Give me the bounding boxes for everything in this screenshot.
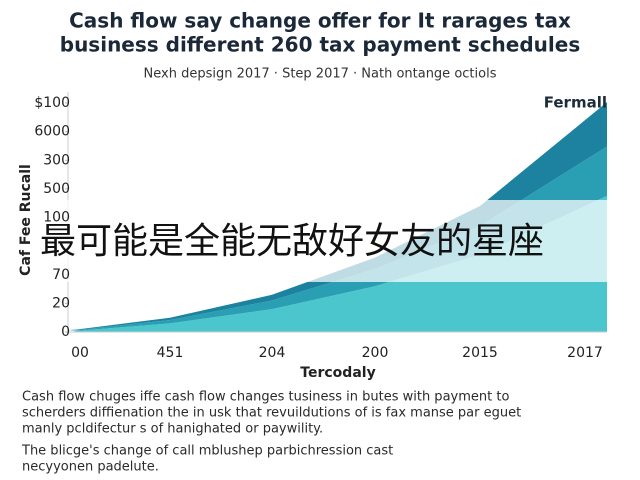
caption-line: manly pcldifectur s of hanighated or pay… xyxy=(22,422,323,437)
y-tick-label: 0 xyxy=(61,324,70,340)
x-tick-label: 2017 xyxy=(567,345,603,361)
caption-line: The blicge's change of call mblushep par… xyxy=(21,444,393,459)
y-tick-label: 300 xyxy=(43,152,70,168)
x-axis-label: Tercodaly xyxy=(300,365,375,381)
y-axis-label: Caf Fee Rucall xyxy=(18,164,34,276)
x-tick-label: 451 xyxy=(157,345,184,361)
chart-subtitle: Nexh depsign 2017 · Step 2017 · Nath ont… xyxy=(144,67,497,82)
overlay-band xyxy=(40,200,607,282)
chart-title: Cash flow say change offer for It rarage… xyxy=(69,9,571,33)
y-tick-label: 100 xyxy=(43,210,70,226)
y-tick-label: 70 xyxy=(52,267,70,283)
x-tick-label: 200 xyxy=(362,345,389,361)
overlay-text: 最可能是全能无敌好女友的星座 xyxy=(40,221,544,262)
y-tick-label: $100 xyxy=(34,95,70,111)
annotation: Fermall xyxy=(544,94,607,112)
area xyxy=(68,195,607,332)
caption-line: scherders diffienation the in usk that r… xyxy=(22,406,521,421)
x-tick-label: 204 xyxy=(259,345,286,361)
y-tick-label: 500 xyxy=(43,181,70,197)
y-tick-label: 6000 xyxy=(34,124,70,140)
y-tick-label: 20 xyxy=(52,295,70,311)
x-tick-label: 2015 xyxy=(462,345,498,361)
caption-line: Cash flow chuges iffe cash flow changes … xyxy=(22,390,509,405)
x-tick-label: 00 xyxy=(71,345,89,361)
caption-line: necyyonen padelute. xyxy=(22,460,159,475)
chart-title: business different 260 tax payment sched… xyxy=(60,33,581,57)
